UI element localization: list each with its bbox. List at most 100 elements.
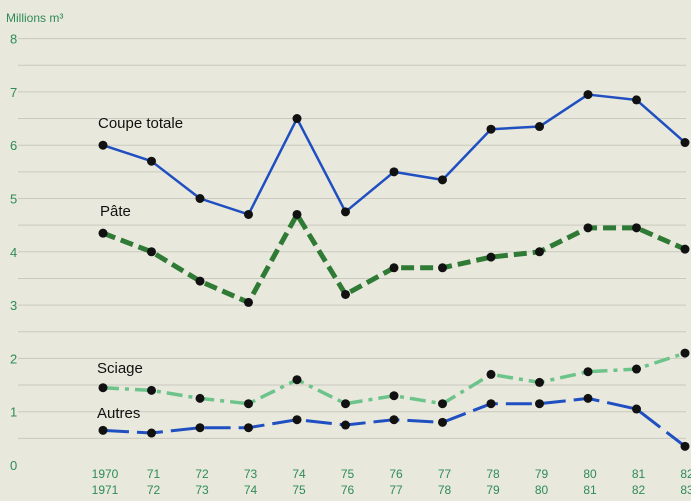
data-point: [244, 209, 253, 219]
data-point: [680, 244, 690, 254]
data-point: [195, 423, 205, 433]
data-point: [438, 175, 447, 185]
x-tick-label: 75: [292, 483, 306, 497]
data-point: [341, 289, 350, 299]
data-point: [98, 425, 108, 435]
x-tick-label: 77: [438, 467, 452, 481]
x-tick-label: 74: [292, 467, 306, 481]
data-point: [341, 399, 350, 409]
data-point: [486, 369, 496, 379]
data-point: [195, 276, 205, 286]
data-point: [583, 90, 593, 100]
data-point: [147, 156, 156, 166]
x-tick-label: 80: [535, 483, 549, 497]
x-tick-label: 79: [486, 483, 500, 497]
data-point: [244, 423, 253, 433]
x-tick-label: 81: [632, 467, 646, 481]
y-tick-label: 5: [10, 192, 17, 207]
data-point: [535, 377, 544, 387]
series-points: [98, 90, 690, 451]
gridlines: [18, 38, 686, 439]
x-tick-label: 77: [389, 483, 403, 497]
series-line-0: [102, 93, 686, 216]
x-tick-label: 71: [147, 467, 161, 481]
data-point: [292, 415, 302, 425]
data-point: [147, 385, 156, 395]
x-tick-label: 76: [389, 467, 403, 481]
data-point: [438, 399, 447, 409]
y-tick-label: 7: [10, 85, 17, 100]
x-tick-label: 82: [632, 483, 646, 497]
x-tick-label: 78: [438, 483, 452, 497]
data-point: [98, 228, 108, 238]
data-point: [147, 247, 156, 257]
data-point: [147, 428, 156, 438]
x-tick-label: 80: [583, 467, 597, 481]
y-axis-ticks: 0 1 2 3 4 5 6 7 8: [10, 32, 17, 473]
series-labels: Coupe totale Pâte Sciage Autres: [97, 115, 183, 422]
data-point: [535, 399, 544, 409]
data-point: [486, 399, 496, 409]
x-axis-ticks: 1970 1971 71 72 72 73 73 74 74 75 75 76 76 77 77 78 78 79…: [92, 467, 691, 497]
data-point: [680, 441, 690, 451]
data-point: [389, 167, 399, 177]
data-point: [583, 367, 593, 377]
series-line-1: [102, 211, 687, 305]
data-point: [389, 415, 399, 425]
data-point: [98, 140, 108, 150]
data-point: [389, 263, 399, 273]
y-tick-label: 4: [10, 245, 17, 260]
data-point: [583, 223, 593, 233]
series-label: Coupe totale: [98, 115, 183, 132]
data-point: [244, 297, 253, 307]
y-tick-label: 2: [10, 351, 17, 366]
x-tick-label: 73: [195, 483, 209, 497]
x-tick-label: 72: [147, 483, 161, 497]
data-point: [292, 114, 302, 124]
x-tick-label: 83: [680, 483, 691, 497]
data-point: [195, 393, 205, 403]
x-tick-label: 1970: [92, 467, 119, 481]
x-tick-label: 81: [583, 483, 597, 497]
data-point: [535, 247, 544, 257]
unit-label: Millions m³: [6, 11, 63, 25]
x-tick-label: 73: [244, 467, 258, 481]
series-label: Autres: [97, 405, 140, 422]
x-tick-label: 82: [680, 467, 691, 481]
x-tick-label: 1971: [92, 483, 119, 497]
data-point: [438, 417, 447, 427]
x-tick-label: 72: [195, 467, 209, 481]
data-point: [341, 420, 350, 430]
data-point: [98, 383, 108, 393]
data-point: [292, 209, 302, 219]
data-point: [341, 207, 350, 217]
y-tick-label: 3: [10, 298, 17, 313]
data-point: [680, 138, 690, 148]
data-point: [583, 393, 593, 403]
data-point: [535, 122, 544, 132]
data-point: [632, 223, 641, 233]
data-point: [680, 348, 690, 358]
x-tick-label: 79: [535, 467, 549, 481]
data-point: [438, 263, 447, 273]
data-point: [632, 95, 641, 105]
x-tick-label: 74: [244, 483, 258, 497]
x-tick-label: 78: [486, 467, 500, 481]
data-point: [632, 404, 641, 414]
data-point: [486, 252, 496, 262]
data-point: [486, 124, 496, 134]
series-label: Pâte: [100, 203, 131, 220]
series-label: Sciage: [97, 360, 143, 377]
data-point: [389, 391, 399, 401]
y-tick-label: 1: [10, 405, 17, 420]
x-tick-label: 75: [341, 467, 355, 481]
data-point: [195, 194, 205, 203]
data-point: [632, 364, 641, 374]
y-tick-label: 0: [10, 458, 17, 473]
x-tick-label: 76: [341, 483, 355, 497]
data-point: [244, 399, 253, 409]
y-tick-label: 6: [10, 138, 17, 153]
y-tick-label: 8: [10, 32, 17, 47]
data-point: [292, 375, 302, 385]
